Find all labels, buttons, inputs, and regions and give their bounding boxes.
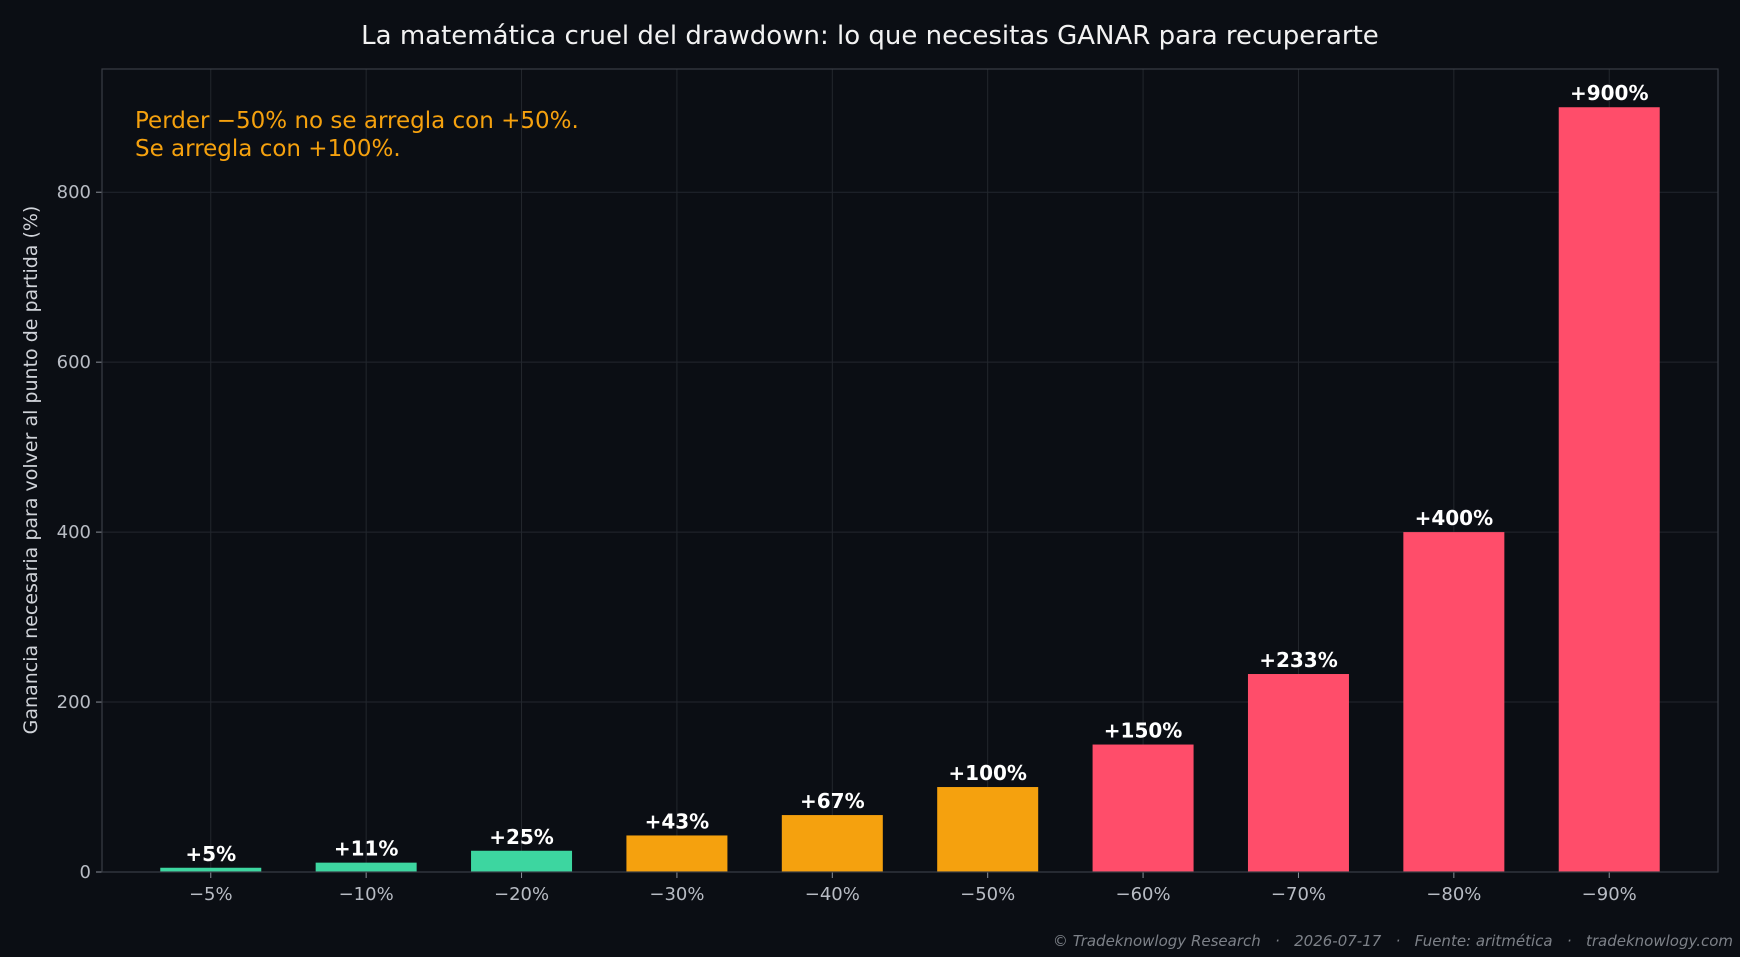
x-tick-label: −20% — [494, 884, 549, 905]
bar-value-label: +5% — [185, 842, 236, 866]
bar-value-label: +233% — [1259, 648, 1338, 672]
bar — [1247, 674, 1349, 872]
bar — [315, 862, 417, 872]
bar-value-label: +400% — [1415, 506, 1494, 530]
bar — [471, 850, 573, 872]
annotation-line-2: Se arregla con +100%. — [135, 136, 401, 162]
plot-frame — [101, 68, 1719, 873]
bar-value-label: +25% — [489, 825, 554, 849]
bar — [1403, 532, 1505, 872]
annotation-line-1: Perder −50% no se arregla con +50%. — [135, 108, 579, 134]
x-tick-label: −30% — [649, 884, 704, 905]
x-tick-label: −70% — [1271, 884, 1326, 905]
y-tick-label: 200 — [57, 692, 91, 713]
bar — [781, 815, 883, 872]
bar — [626, 835, 728, 872]
bar — [937, 787, 1039, 872]
bar-value-label: +67% — [800, 789, 865, 813]
bar — [1092, 744, 1194, 872]
y-tick-label: 600 — [57, 352, 91, 373]
x-tick-label: −90% — [1582, 884, 1637, 905]
bar — [1558, 107, 1660, 872]
bar-value-label: +900% — [1570, 81, 1649, 105]
x-axis: −5% −10% −20% −30% −40% −50% −60% −70% −80% −90% — [189, 872, 1637, 905]
bar-value-label: +43% — [645, 809, 710, 833]
x-tick-label: −10% — [339, 884, 394, 905]
x-tick-label: −40% — [805, 884, 860, 905]
y-tick-label: 800 — [57, 182, 91, 203]
bar-value-label: +11% — [334, 837, 399, 861]
bar-value-label: +100% — [948, 761, 1027, 785]
data-labels: +5% +11% +25% +43% +67% +100% +150% +233% +400% +… — [185, 81, 1648, 866]
x-tick-label: −80% — [1426, 884, 1481, 905]
y-axis-label: Ganancia necesaria para volver al punto … — [20, 206, 42, 735]
bars — [160, 107, 1660, 872]
chart-title: La matemática cruel del drawdown: lo que… — [361, 21, 1379, 51]
y-axis: 0 200 400 600 800 — [57, 182, 102, 883]
y-tick-label: 0 — [80, 862, 91, 883]
x-tick-label: −5% — [189, 884, 233, 905]
bar — [160, 867, 262, 872]
bar-value-label: +150% — [1104, 719, 1183, 743]
footer-credit: © Tradeknowlogy Research · 2026-07-17 · … — [1053, 932, 1733, 950]
y-tick-label: 400 — [57, 522, 91, 543]
x-tick-label: −50% — [960, 884, 1015, 905]
x-tick-label: −60% — [1116, 884, 1171, 905]
